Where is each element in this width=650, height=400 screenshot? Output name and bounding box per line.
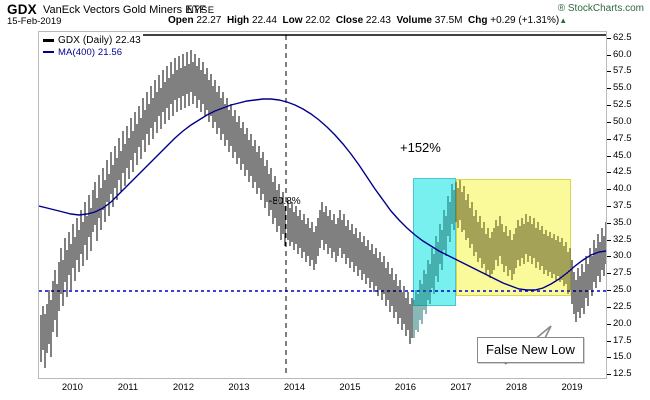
- x-tick-label: 2018: [505, 382, 528, 393]
- y-tick-label: 17.5: [613, 334, 632, 346]
- y-tick-label: 15.0: [613, 351, 632, 363]
- low-value: 22.02: [305, 15, 331, 26]
- stockcharts-watermark: ® StockCharts.com: [557, 3, 644, 14]
- chart-legend: GDX (Daily) 22.43 MA(400) 21.56: [43, 34, 141, 58]
- y-tick-mark: [607, 222, 611, 224]
- x-tick-label: 2014: [283, 382, 306, 393]
- low-label: Low: [282, 15, 303, 26]
- price-swatch-icon: [43, 38, 54, 42]
- y-tick-label: 60.0: [613, 48, 632, 60]
- y-tick-mark: [607, 290, 611, 292]
- chart-svg: [39, 34, 606, 377]
- y-tick-label: 35.0: [613, 216, 632, 228]
- false-new-low-callout: False New Low: [477, 337, 584, 363]
- chg-label: Chg: [468, 15, 488, 26]
- y-tick-label: 57.5: [613, 65, 632, 77]
- y-tick-label: 32.5: [613, 233, 632, 245]
- y-tick-mark: [607, 37, 611, 39]
- ticker-symbol: GDX: [7, 2, 37, 17]
- x-tick-label: 2015: [339, 382, 361, 393]
- chart-canvas: [39, 32, 606, 378]
- y-tick-label: 25.0: [613, 284, 632, 296]
- y-tick-label: 45.0: [613, 149, 632, 161]
- price-series-recent-segment: [571, 222, 606, 322]
- x-tick-label: 2010: [61, 382, 83, 393]
- open-label: Open: [168, 15, 194, 26]
- y-tick-mark: [607, 88, 611, 90]
- high-label: High: [226, 15, 250, 26]
- open-value: 22.27: [196, 15, 222, 26]
- volume-value: 37.5M: [434, 15, 463, 26]
- y-tick-label: 47.5: [613, 132, 632, 144]
- quote-date: 15-Feb-2019: [7, 16, 62, 27]
- y-tick-label: 27.5: [613, 267, 632, 279]
- y-tick-label: 50.0: [613, 115, 632, 127]
- x-tick-label: 2019: [561, 382, 583, 393]
- y-tick-label: 42.5: [613, 166, 632, 178]
- y-tick-mark: [607, 105, 611, 107]
- y-tick-mark: [607, 340, 611, 342]
- quote-summary: Open 22.27 High 22.44 Low 22.02 Close 22…: [168, 15, 567, 26]
- chart-header: GDX VanEck Vectors Gold Miners ETF NYSE …: [0, 0, 650, 28]
- price-series-rally-segment: [413, 184, 455, 338]
- y-tick-label: 30.0: [613, 250, 632, 262]
- y-tick-mark: [607, 155, 611, 157]
- legend-ma-label: MA(400) 21.56: [58, 46, 123, 58]
- y-tick-mark: [607, 239, 611, 241]
- ma-swatch-icon: [43, 51, 54, 53]
- y-tick-label: 62.5: [613, 31, 632, 43]
- legend-row-price: GDX (Daily) 22.43: [43, 34, 141, 46]
- volume-label: Volume: [396, 15, 432, 26]
- annotation-decline-pct: -80.8%: [269, 196, 301, 207]
- ma400-line: [39, 98, 606, 291]
- y-tick-label: 40.0: [613, 183, 632, 195]
- x-tick-label: 2016: [394, 382, 417, 393]
- close-value: 22.43: [365, 15, 391, 26]
- exchange-label: NYSE: [187, 5, 215, 16]
- close-label: Close: [335, 15, 364, 26]
- y-tick-mark: [607, 357, 611, 359]
- y-tick-label: 20.0: [613, 317, 632, 329]
- y-tick-mark: [607, 71, 611, 73]
- y-tick-mark: [607, 121, 611, 123]
- y-tick-mark: [607, 273, 611, 275]
- y-tick-mark: [607, 54, 611, 56]
- y-tick-mark: [607, 189, 611, 191]
- y-tick-mark: [607, 206, 611, 207]
- y-tick-label: 37.5: [613, 200, 632, 211]
- company-name: VanEck Vectors Gold Miners ETF: [43, 4, 207, 16]
- y-tick-mark: [607, 138, 611, 140]
- x-tick-label: 2011: [117, 382, 139, 393]
- price-series-gdx: [40, 50, 413, 368]
- up-arrow-icon: ▲: [559, 16, 568, 25]
- x-tick-label: 2012: [172, 382, 195, 393]
- y-tick-mark: [607, 172, 611, 174]
- legend-row-ma: MA(400) 21.56: [43, 46, 141, 58]
- x-axis: 2010 2011 2012 2013 2014 2015 2016 2017 2018 2019: [0, 380, 650, 400]
- x-tick-label: 2013: [228, 382, 250, 393]
- annotation-advance-pct: +152%: [400, 140, 441, 155]
- price-series-consolidation-segment: [455, 180, 571, 294]
- y-tick-label: 12.5: [613, 368, 632, 380]
- y-tick-label: 22.5: [613, 300, 632, 312]
- y-tick-mark: [607, 306, 611, 308]
- chg-value: +0.29 (+1.31%): [490, 15, 560, 26]
- y-tick-mark: [607, 323, 611, 325]
- x-tick-label: 2017: [450, 382, 472, 393]
- y-tick-label: 52.5: [613, 99, 632, 111]
- y-tick-mark: [607, 374, 611, 376]
- y-tick-mark: [607, 256, 611, 258]
- price-plot-area: GDX (Daily) 22.43 MA(400) 21.56 -80.8% +…: [38, 31, 607, 379]
- high-value: 22.44: [251, 15, 277, 26]
- y-axis: 62.5 60.0 57.5 55.0 52.5 50.0 47.5 45.0 42.5 40.0…: [607, 31, 650, 379]
- y-tick-label: 55.0: [613, 82, 632, 94]
- legend-price-label: GDX (Daily) 22.43: [58, 34, 141, 46]
